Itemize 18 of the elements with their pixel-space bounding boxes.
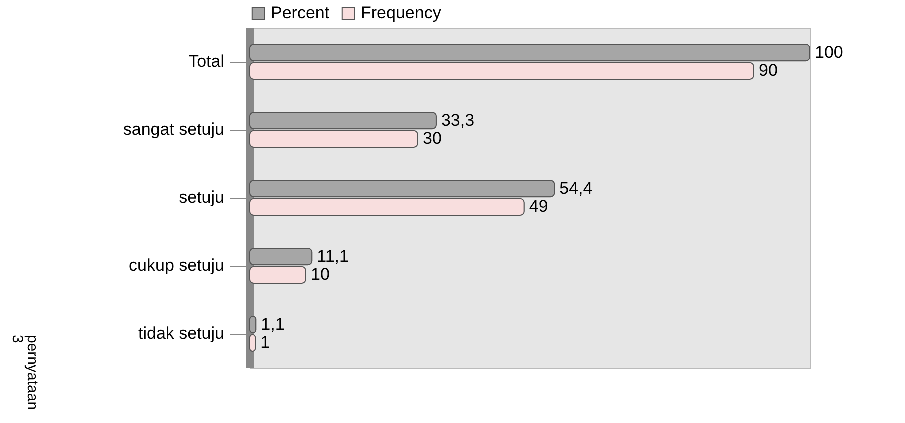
y-tick-label: cukup setuju <box>129 256 224 275</box>
data-label: 33,3 <box>441 110 475 130</box>
data-label: 10 <box>311 265 330 284</box>
data-label: 54,4 <box>560 178 593 198</box>
data-label: 11,1 <box>317 246 349 266</box>
y-tick-label: sangat setuju <box>123 120 224 139</box>
data-label: 49 <box>529 197 548 216</box>
legend-label: Percent <box>271 4 330 23</box>
text: pernyataan 3 <box>9 335 41 412</box>
data-label: 1,1 <box>261 314 285 334</box>
y-tick-label: Total <box>188 52 224 71</box>
legend-label: Frequency <box>361 4 442 23</box>
y-tick-label: setuju <box>179 188 224 207</box>
data-label: 90 <box>759 61 778 80</box>
data-label: 1 <box>260 333 270 352</box>
data-label: 30 <box>423 129 442 148</box>
y-tick-label: tidak setuju <box>138 324 224 343</box>
data-label: 100 <box>815 42 844 62</box>
